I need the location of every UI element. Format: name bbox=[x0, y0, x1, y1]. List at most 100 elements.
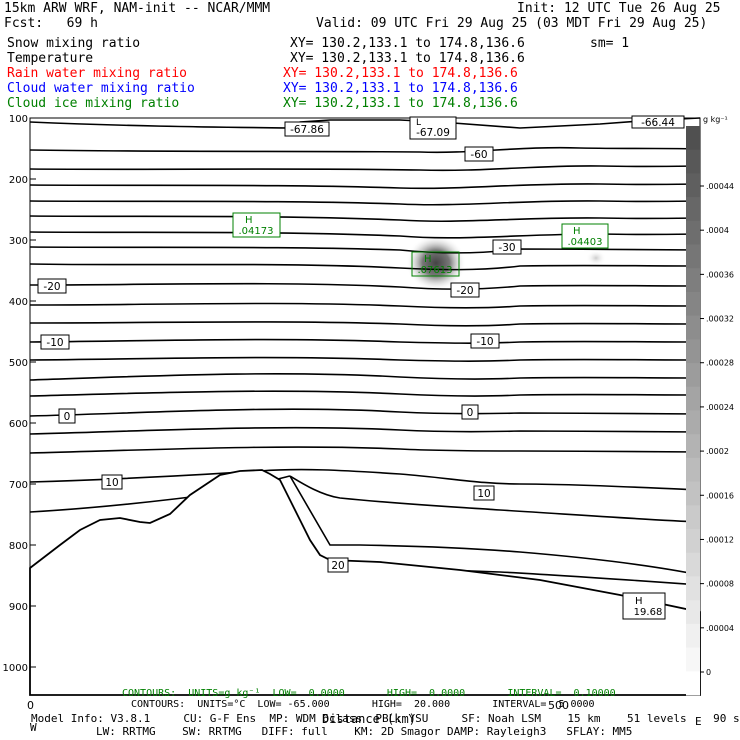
colorbar-tick-label: .0004 bbox=[706, 226, 729, 235]
snow-xy: XY= 130.2,133.1 to 174.8,136.6 bbox=[290, 36, 525, 51]
colorbar-tick-label: .00004 bbox=[706, 624, 734, 633]
colorbar-cell bbox=[686, 268, 700, 293]
contour-label: 0 bbox=[64, 411, 71, 423]
contour-line bbox=[29, 263, 701, 271]
contour-label: 0 bbox=[467, 407, 474, 419]
contour-line bbox=[29, 372, 701, 381]
terrain-outline bbox=[29, 469, 701, 696]
colorbar-cell bbox=[686, 576, 700, 601]
contour-line bbox=[29, 356, 701, 362]
colorbar-cell bbox=[686, 529, 700, 554]
temp-label: Temperature bbox=[7, 51, 94, 66]
colorbar-ticks: .00044 .0004 .00036 .00032 .00028 .00024 .0002… bbox=[700, 182, 734, 677]
high-h-label: H bbox=[635, 596, 643, 607]
high-value: 19.68 bbox=[634, 607, 663, 618]
contour-line bbox=[29, 390, 701, 397]
contour-line bbox=[29, 117, 701, 129]
colorbar-tick-label: .00016 bbox=[706, 491, 734, 500]
contour-line bbox=[289, 475, 701, 576]
colorbar-cell bbox=[686, 315, 700, 340]
colorbar-cell bbox=[686, 600, 700, 625]
cloudice-xy: XY= 130.2,133.1 to 174.8,136.6 bbox=[283, 96, 518, 111]
contour-line bbox=[29, 146, 701, 154]
west-label: W bbox=[30, 721, 37, 734]
colorbar-cell bbox=[686, 339, 700, 364]
colorbar-cell bbox=[686, 434, 700, 459]
contour-line bbox=[29, 338, 701, 344]
colorbar-cell bbox=[686, 244, 700, 269]
rain-xy: XY= 130.2,133.1 to 174.8,136.6 bbox=[283, 66, 518, 81]
colorbar-cell bbox=[686, 457, 700, 483]
x-axis-label: Distance (km) bbox=[322, 712, 416, 726]
cloudwater-label: Cloud water mixing ratio bbox=[7, 81, 195, 96]
rain-label: Rain water mixing ratio bbox=[7, 66, 188, 81]
colorbar-cell bbox=[686, 126, 700, 151]
y-tick-label: 500 bbox=[9, 358, 28, 369]
high-h-label: H bbox=[573, 226, 581, 237]
high-value: .04403 bbox=[568, 237, 603, 248]
x-tick-500: 500 bbox=[548, 699, 569, 712]
contour-line bbox=[29, 165, 701, 172]
contour-line bbox=[29, 408, 701, 417]
contours-black: CONTOURS: UNITS=°C LOW= -65.000 HIGH= 20… bbox=[131, 699, 595, 710]
colorbar-cell bbox=[686, 149, 700, 174]
colorbar-unit: g kg⁻¹ bbox=[703, 115, 728, 124]
temp-xy: XY= 130.2,133.1 to 174.8,136.6 bbox=[290, 51, 525, 66]
contour-line bbox=[29, 321, 701, 327]
east-label: E bbox=[695, 715, 702, 728]
colorbar-tick-label: 0 bbox=[706, 668, 711, 677]
colorbar-cell bbox=[686, 386, 700, 411]
contour-label: -20 bbox=[43, 281, 60, 293]
contour-line bbox=[29, 200, 701, 206]
colorbar-cell bbox=[686, 623, 700, 649]
contour-line bbox=[29, 302, 701, 309]
colorbar-cell bbox=[686, 363, 700, 388]
cloudwater-xy: XY= 130.2,133.1 to 174.8,136.6 bbox=[283, 81, 518, 96]
y-tick-label: 200 bbox=[9, 175, 28, 186]
colorbar-tick-label: .0002 bbox=[706, 447, 729, 456]
colorbar-tick-label: .00012 bbox=[706, 535, 734, 544]
colorbar-cell bbox=[686, 197, 700, 222]
snow-label: Snow mixing ratio bbox=[7, 36, 141, 51]
contour-label: -10 bbox=[476, 336, 493, 348]
contour-label: 20 bbox=[331, 560, 344, 572]
y-tick-label: 600 bbox=[9, 419, 28, 430]
contour-label: -10 bbox=[46, 337, 63, 349]
y-tick-label: 800 bbox=[9, 541, 28, 552]
contour-line bbox=[29, 231, 701, 239]
y-tick-label: 900 bbox=[9, 602, 28, 613]
colorbar-tick-label: .00028 bbox=[706, 359, 734, 368]
contour-label: L bbox=[416, 118, 421, 128]
contours-green: CONTOURS: UNITS=g kg⁻¹ LOW= 0.0000 HIGH=… bbox=[122, 688, 616, 699]
y-tick-label: 100 bbox=[9, 114, 28, 125]
cloud-ice-shading-small bbox=[586, 250, 606, 266]
y-tick-label: 300 bbox=[9, 236, 28, 247]
contour-label: -60 bbox=[470, 149, 487, 161]
contour-line bbox=[29, 475, 701, 523]
contour-label: 10 bbox=[105, 477, 118, 489]
contour-label: 10 bbox=[477, 488, 490, 500]
colorbar-cell bbox=[686, 291, 700, 317]
y-tick-label: 1000 bbox=[3, 663, 28, 674]
colorbar-cell bbox=[686, 481, 700, 506]
colorbar-tick-label: .00036 bbox=[706, 270, 734, 279]
contour-label: -67.86 bbox=[290, 124, 324, 136]
high-h-label: H bbox=[424, 254, 432, 265]
init-time: Init: 12 UTC Tue 26 Aug 25 bbox=[517, 1, 721, 16]
high-markers: H .04173 H .07613 H .04403 H 19.68 bbox=[232, 212, 666, 620]
x-axis: 0 500 bbox=[27, 699, 569, 712]
colorbar-cell bbox=[686, 647, 700, 672]
cloudice-label: Cloud ice mixing ratio bbox=[7, 96, 180, 111]
forecast-hour: Fcst: 69 h bbox=[4, 16, 98, 31]
model-title: 15km ARW WRF, NAM-init -- NCAR/MMM bbox=[4, 1, 271, 16]
contour-line bbox=[29, 215, 701, 223]
model-info-2: LW: RRTMG SW: RRTMG DIFF: full KM: 2D Sm… bbox=[96, 725, 633, 738]
contour-line bbox=[29, 446, 701, 454]
colorbar-cell bbox=[686, 671, 700, 696]
contour-line bbox=[29, 183, 701, 190]
y-axis-ticks: 100 200 300 400 500 600 700 800 900 1000 bbox=[3, 114, 36, 674]
colorbar-tick-label: .00008 bbox=[706, 580, 734, 589]
valid-time: Valid: 09 UTC Fri 29 Aug 25 (03 MDT Fri … bbox=[316, 16, 708, 31]
contour-label: -30 bbox=[498, 242, 515, 254]
